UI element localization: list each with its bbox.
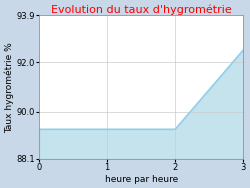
X-axis label: heure par heure: heure par heure bbox=[104, 175, 178, 184]
Y-axis label: Taux hygrométrie %: Taux hygrométrie % bbox=[4, 42, 14, 133]
Title: Evolution du taux d'hygrométrie: Evolution du taux d'hygrométrie bbox=[51, 4, 232, 15]
